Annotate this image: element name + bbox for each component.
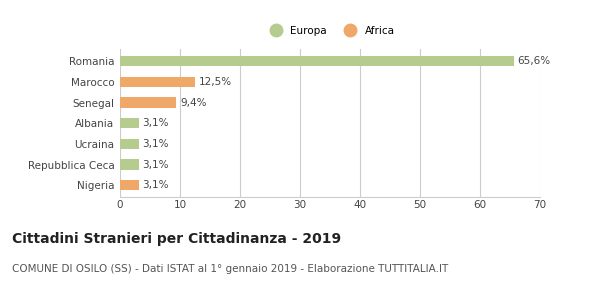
Bar xyxy=(120,77,195,87)
Text: 3,1%: 3,1% xyxy=(142,139,169,149)
Text: 3,1%: 3,1% xyxy=(142,118,169,128)
Bar xyxy=(120,180,139,191)
Bar xyxy=(120,118,139,128)
Legend: Europa, Africa: Europa, Africa xyxy=(261,22,399,40)
Bar xyxy=(120,56,514,66)
Text: 12,5%: 12,5% xyxy=(199,77,232,87)
Text: COMUNE DI OSILO (SS) - Dati ISTAT al 1° gennaio 2019 - Elaborazione TUTTITALIA.I: COMUNE DI OSILO (SS) - Dati ISTAT al 1° … xyxy=(12,264,448,274)
Text: 65,6%: 65,6% xyxy=(517,56,550,66)
Text: 3,1%: 3,1% xyxy=(142,160,169,170)
Bar xyxy=(120,139,139,149)
Bar xyxy=(120,160,139,170)
Text: 3,1%: 3,1% xyxy=(142,180,169,190)
Text: Cittadini Stranieri per Cittadinanza - 2019: Cittadini Stranieri per Cittadinanza - 2… xyxy=(12,232,341,246)
Bar xyxy=(120,97,176,108)
Text: 9,4%: 9,4% xyxy=(180,97,206,108)
